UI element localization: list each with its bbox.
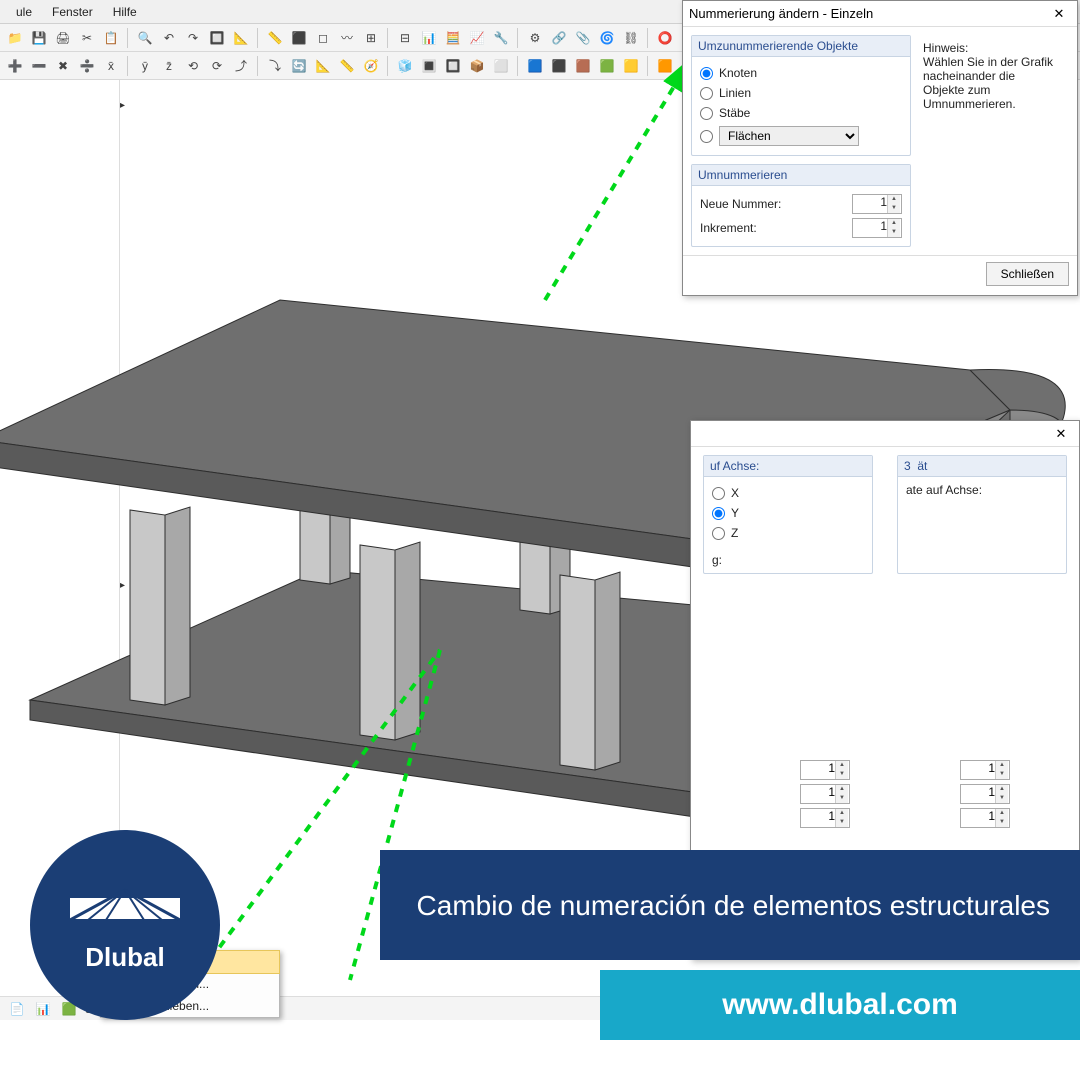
toolbar2-btn[interactable]: 🟫 [572, 55, 594, 77]
axis-y[interactable]: Y [712, 503, 864, 523]
toolbar2-btn[interactable]: ⬛ [548, 55, 570, 77]
toolbar2-btn[interactable]: ✖ [52, 55, 74, 77]
neue-nummer-label: Neue Nummer: [700, 197, 781, 211]
spinner-column-2: 1 1 1 [960, 760, 1010, 828]
toolbar1-btn[interactable]: 📎 [572, 27, 594, 49]
toolbar2-btn[interactable]: 🟨 [620, 55, 642, 77]
bottombar-btn[interactable]: 📄 [6, 998, 28, 1020]
group-renumber-header: Umnummerieren [692, 165, 910, 186]
inkrement-spinner[interactable]: 1 [852, 218, 902, 238]
toolbar1-btn[interactable]: ⊟ [394, 27, 416, 49]
toolbar2-btn[interactable]: x̄ [100, 55, 122, 77]
spinner-column-1: 1 1 1 [800, 760, 850, 828]
menu-item-hilfe[interactable]: Hilfe [105, 3, 145, 21]
toolbar2-btn[interactable]: ⟳ [206, 55, 228, 77]
neue-nummer-spinner[interactable]: 1 [852, 194, 902, 214]
spinner[interactable]: 1 [800, 784, 850, 804]
toolbar1-btn[interactable]: 🌀 [596, 27, 618, 49]
inkrement-label: Inkrement: [700, 221, 757, 235]
toolbar1-btn[interactable]: 🔍 [134, 27, 156, 49]
toolbar2-btn[interactable]: 🔄 [288, 55, 310, 77]
spinner[interactable]: 1 [960, 784, 1010, 804]
toolbar2-btn[interactable]: z̄ [158, 55, 180, 77]
axis-2-label: ate auf Achse: [906, 483, 1058, 497]
bottombar-btn[interactable]: 📊 [32, 998, 54, 1020]
toolbar1-btn[interactable]: 📋 [100, 27, 122, 49]
overlay-title-banner: Cambio de numeración de elementos estruc… [380, 850, 1080, 960]
toolbar2-btn[interactable]: 🧊 [394, 55, 416, 77]
toolbar1-btn[interactable]: ◻ [312, 27, 334, 49]
group-axis-1-header: uf Achse: [704, 456, 872, 477]
toolbar2-btn[interactable]: ȳ [134, 55, 156, 77]
schliessen-button[interactable]: Schließen [986, 262, 1069, 286]
toolbar2-btn[interactable]: ⤵ [264, 55, 286, 77]
spinner[interactable]: 1 [960, 760, 1010, 780]
toolbar1-btn[interactable]: 🔗 [548, 27, 570, 49]
brand-label: Dlubal [85, 942, 164, 973]
toolbar1-btn[interactable]: ⊞ [360, 27, 382, 49]
toolbar1-btn[interactable]: ⚙ [524, 27, 546, 49]
richtung-label: g: [712, 553, 864, 567]
radio-knoten[interactable]: Knoten [700, 63, 902, 83]
toolbar1-btn[interactable]: 🖨 [52, 27, 74, 49]
menu-item-module[interactable]: ule [8, 3, 40, 21]
expand-arrow-icon[interactable]: ▸ [120, 100, 125, 111]
dialog-title: Nummerierung ändern - Einzeln [689, 6, 873, 21]
toolbar1-btn[interactable]: 🧮 [442, 27, 464, 49]
overlay-url-banner: www.dlubal.com [600, 970, 1080, 1040]
group-objects: Umzunummerierende Objekte Knoten Linien … [691, 35, 911, 156]
axis-z[interactable]: Z [712, 523, 864, 543]
menu-item-fenster[interactable]: Fenster [44, 3, 101, 21]
toolbar2-btn[interactable]: 📏 [336, 55, 358, 77]
toolbar2-btn[interactable]: ⬜ [490, 55, 512, 77]
radio-linien[interactable]: Linien [700, 83, 902, 103]
toolbar2-btn[interactable]: 🟧 [654, 55, 676, 77]
toolbar1-btn[interactable]: 🔧 [490, 27, 512, 49]
toolbar1-btn[interactable]: ⬛ [288, 27, 310, 49]
toolbar1-btn[interactable]: 📐 [230, 27, 252, 49]
toolbar2-btn[interactable]: ⟲ [182, 55, 204, 77]
toolbar1-btn[interactable]: ⛓ [620, 27, 642, 49]
radio-staebe[interactable]: Stäbe [700, 103, 902, 123]
spinner[interactable]: 1 [800, 808, 850, 828]
toolbar2-btn[interactable]: 📐 [312, 55, 334, 77]
toolbar2-btn[interactable]: 🧭 [360, 55, 382, 77]
toolbar1-btn[interactable]: 📏 [264, 27, 286, 49]
toolbar1-btn[interactable]: 📊 [418, 27, 440, 49]
close-icon[interactable]: ✕ [1049, 426, 1073, 442]
dialog-hint: Hinweis: Wählen Sie in der Grafik nachei… [919, 37, 1063, 115]
axis-x[interactable]: X [712, 483, 864, 503]
toolbar1-btn[interactable]: 🔲 [206, 27, 228, 49]
renumber-dialog: Nummerierung ändern - Einzeln ✕ Umzunumm… [682, 0, 1078, 296]
toolbar2-btn[interactable]: ➖ [28, 55, 50, 77]
toolbar1-btn[interactable]: 📈 [466, 27, 488, 49]
group-axis-2-header: 3 ät [898, 456, 1066, 477]
toolbar1-btn[interactable]: ↶ [158, 27, 180, 49]
toolbar2-btn[interactable]: ➕ [4, 55, 26, 77]
toolbar1-btn[interactable]: 📁 [4, 27, 26, 49]
toolbar1-btn[interactable]: 〰 [336, 27, 358, 49]
flaechen-select[interactable]: Flächen [719, 126, 859, 146]
toolbar2-btn[interactable]: 🔳 [418, 55, 440, 77]
close-icon[interactable]: ✕ [1047, 6, 1071, 22]
toolbar2-btn[interactable]: 📦 [466, 55, 488, 77]
dlubal-logo: Dlubal [30, 830, 220, 1020]
toolbar2-btn[interactable]: 🟦 [524, 55, 546, 77]
group-objects-header: Umzunummerierende Objekte [692, 36, 910, 57]
toolbar2-btn[interactable]: 🟩 [596, 55, 618, 77]
toolbar2-btn[interactable]: ➗ [76, 55, 98, 77]
toolbar1-btn[interactable]: ✂ [76, 27, 98, 49]
toolbar1-btn[interactable]: 💾 [28, 27, 50, 49]
spinner[interactable]: 1 [800, 760, 850, 780]
toolbar1-btn[interactable]: ↷ [182, 27, 204, 49]
group-renumber: Umnummerieren Neue Nummer: 1 Inkrement: 1 [691, 164, 911, 247]
toolbar2-btn[interactable]: ⤴ [230, 55, 252, 77]
toolbar2-btn[interactable]: 🔲 [442, 55, 464, 77]
toolbar1-btn[interactable]: ⭕ [654, 27, 676, 49]
radio-flaechen[interactable]: Flächen [700, 123, 902, 149]
spinner[interactable]: 1 [960, 808, 1010, 828]
